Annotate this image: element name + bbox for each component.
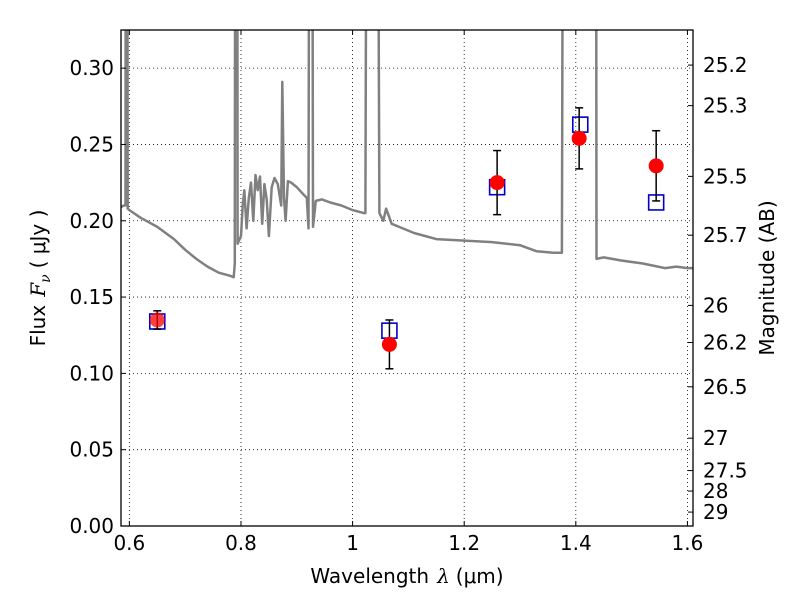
- observed-point: [149, 312, 165, 328]
- observed-point: [648, 158, 664, 174]
- x-tick-label: 1: [346, 531, 359, 555]
- observed-point: [489, 175, 505, 191]
- observed-photometry-series: [149, 107, 664, 370]
- x-tick-label: 1.4: [560, 531, 592, 555]
- y2-tick-label: 26: [703, 293, 728, 317]
- y2-tick-label: 27.5: [703, 459, 748, 483]
- y2-tick-label: 25.7: [703, 223, 748, 247]
- model-spectrum-line: [121, 30, 693, 279]
- y2-tick-label: 26.2: [703, 331, 748, 355]
- y2-tick-label: 27: [703, 426, 728, 450]
- x-tick-label: 1.6: [672, 531, 704, 555]
- model-spectrum: [121, 30, 693, 279]
- observed-point: [571, 130, 587, 146]
- y-tick-label: 0.10: [69, 361, 114, 385]
- y2-tick-label: 25.3: [703, 94, 748, 118]
- observed-point: [381, 336, 397, 352]
- x-tick-label: 0.6: [113, 531, 145, 555]
- y-tick-label: 0.25: [69, 132, 114, 156]
- y2-tick-label: 25.2: [703, 53, 748, 77]
- x-axis-label: Wavelength λ (μm): [310, 564, 503, 588]
- y-tick-label: 0.30: [69, 56, 114, 80]
- y-tick-label: 0.20: [69, 209, 114, 233]
- y-tick-label: 0.05: [69, 438, 114, 462]
- y2-tick-label: 26.5: [703, 375, 748, 399]
- y2-tick-label: 29: [703, 500, 728, 524]
- y-tick-label: 0.00: [69, 514, 114, 538]
- y2-axis-label: Magnitude (AB): [755, 200, 779, 355]
- y2-tick-label: 25.5: [703, 164, 748, 188]
- x-tick-label: 0.8: [225, 531, 257, 555]
- y-axis-label: FluxFν( μJy ): [26, 210, 54, 347]
- y2-tick-label: 28: [703, 479, 728, 503]
- plot-frame: [120, 29, 694, 527]
- y-tick-label: 0.15: [69, 285, 114, 309]
- x-tick-label: 1.2: [448, 531, 480, 555]
- axis-ticks: [121, 30, 693, 527]
- plot-background: [121, 30, 693, 526]
